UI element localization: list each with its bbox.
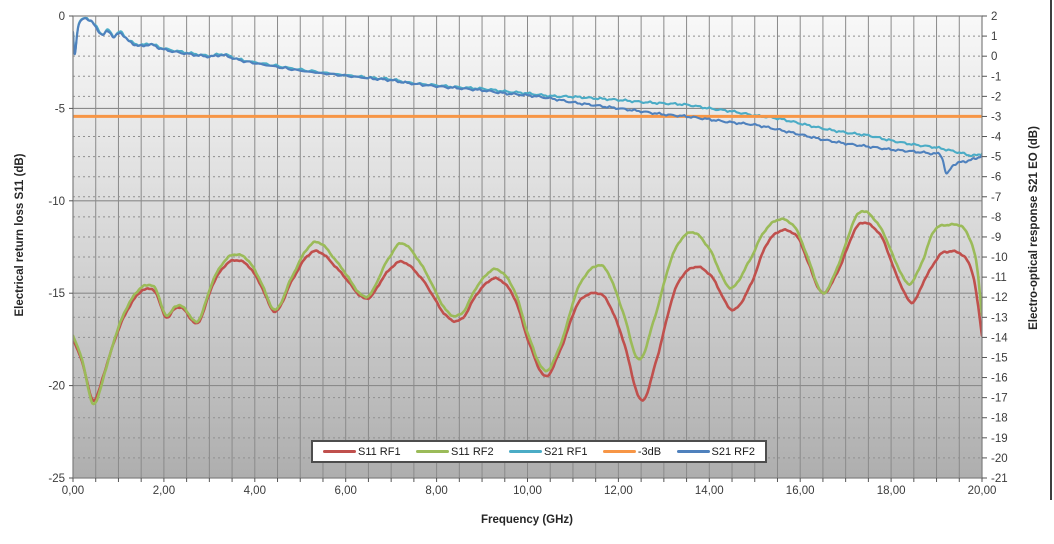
y-right-tick-label: -17 [991, 393, 1008, 405]
y-gridlines-minor-dotted [73, 35, 982, 459]
legend-label: S11 RF2 [451, 445, 494, 458]
x-tick-label: 10,00 [513, 485, 542, 497]
legend-label: S21 RF1 [544, 445, 588, 458]
x-tick-label: 20,00 [968, 485, 997, 497]
x-tick-label: 8,00 [425, 485, 447, 497]
y-right-tick-label: 0 [991, 51, 997, 63]
y-right-tick-label: -9 [991, 232, 1001, 244]
y-right-tick-label: -18 [991, 413, 1008, 425]
y-gridlines-major-solid [73, 107, 982, 387]
legend-swatch-icon [676, 450, 710, 453]
x-tick-label: 4,00 [244, 485, 266, 497]
series-line-s21-rf2 [73, 17, 982, 175]
chart-legend: S11 RF1 S11 RF2 S21 RF1 -3dB S21 RF2 [311, 440, 767, 463]
x-tick-label: 6,00 [335, 485, 357, 497]
y-right-tick-label: 2 [991, 11, 997, 23]
x-gridlines [95, 16, 960, 478]
legend-swatch-icon [416, 450, 450, 453]
y-right-tick-label: -4 [991, 132, 1002, 144]
legend-item: S11 RF1 [323, 446, 401, 458]
x-tick-label: 18,00 [877, 485, 906, 497]
legend-swatch-icon [602, 450, 636, 453]
y-right-tick-label: -15 [991, 352, 1008, 364]
y-right-tick-label: -3 [991, 111, 1001, 123]
y-right-tick-label: -20 [991, 453, 1008, 465]
x-tick-label: 2,00 [153, 485, 175, 497]
y-right-tick-label: -6 [991, 172, 1001, 184]
x-tick-label: 12,00 [604, 485, 633, 497]
y-right-tick-label: -8 [991, 212, 1001, 224]
legend-item: -3dB [602, 445, 662, 458]
y-left-tick-label: -15 [48, 288, 65, 300]
y-right-tick-label: -7 [991, 192, 1001, 204]
y-left-tick-label: -10 [48, 196, 65, 208]
y-right-tick-label: -5 [991, 152, 1001, 164]
y-axis-right-tick-labels: 2 1 0 -1 -2 -3 -4 -5 -6 -7 -8 -9 -10 -11 -12 -13 -14 -15 -… [991, 11, 1008, 485]
y-right-tick-label: -21 [991, 473, 1008, 485]
y-right-tick-label: -13 [991, 312, 1008, 324]
x-axis-tick-labels: 0,00 2,00 4,00 6,00 8,00 10,00 12,00 14,00 16,00… [62, 485, 997, 497]
series-line-s11-rf2 [73, 209, 982, 406]
legend-item: S21 RF1 [509, 446, 587, 458]
y-left-tick-label: -5 [55, 103, 65, 115]
legend-swatch-icon [323, 450, 356, 453]
y-axis-right-title: Electro-optical response S21 EO (dB) [1028, 126, 1040, 330]
y-right-tick-label: 1 [991, 31, 997, 43]
series-line-s11-rf1 [73, 221, 982, 402]
y-axis-left-tick-labels: 0 -5 -10 -15 -20 -25 [48, 11, 65, 485]
legend-label: S21 RF2 [711, 445, 755, 458]
y-left-tick-label: 0 [59, 11, 65, 23]
page-edge-line [1050, 0, 1052, 500]
legend-item: S11 RF2 [416, 446, 494, 458]
axis-tick-marks [69, 15, 987, 482]
legend-item: S21 RF2 [676, 445, 755, 458]
x-tick-label: 16,00 [786, 485, 815, 497]
x-axis-title: Frequency (GHz) [481, 514, 573, 526]
y-right-tick-label: -1 [991, 71, 1001, 83]
y-right-tick-label: -11 [991, 272, 1007, 284]
y-right-tick-label: -16 [991, 373, 1008, 385]
x-tick-label: 14,00 [695, 485, 724, 497]
y-right-tick-label: -2 [991, 91, 1001, 103]
y-right-tick-label: -10 [991, 252, 1008, 264]
x-tick-label: 0,00 [62, 485, 84, 497]
legend-swatch-icon [509, 450, 543, 453]
y-left-tick-label: -20 [48, 381, 65, 393]
y-right-tick-label: -12 [991, 292, 1008, 304]
legend-label: S11 RF1 [358, 445, 401, 458]
y-right-tick-label: -14 [991, 332, 1008, 344]
data-series [73, 16, 982, 406]
y-right-tick-label: -19 [991, 433, 1008, 445]
legend-label: -3dB [637, 445, 662, 458]
y-axis-left-title: Electrical return loss S11 (dB) [14, 153, 26, 316]
y-left-tick-label: -25 [48, 473, 65, 485]
